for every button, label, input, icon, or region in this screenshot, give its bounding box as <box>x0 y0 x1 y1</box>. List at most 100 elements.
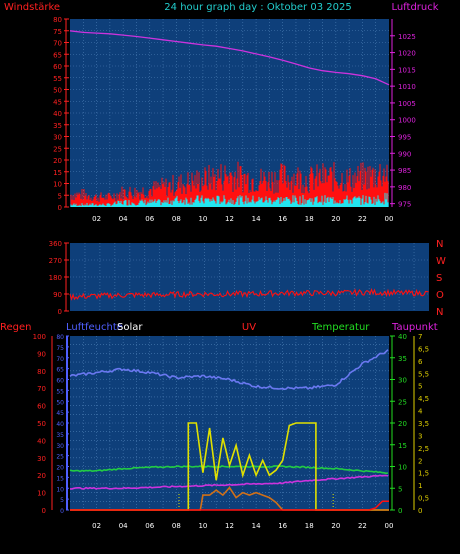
wind-tick-label: 75 <box>53 28 62 36</box>
temperature-tick-label: 15 <box>398 442 407 450</box>
temperature-label: Temperatur <box>311 322 370 333</box>
pressure-tick-label: 995 <box>398 134 411 142</box>
direction-tick-label: 270 <box>49 257 62 265</box>
pressure-tick-label: 980 <box>398 184 411 192</box>
uv-tick-label: 2,5 <box>418 445 429 453</box>
rain-tick-label: 70 <box>56 356 64 363</box>
humidity-x-tick-label: 16 <box>278 522 287 530</box>
rain-tick-label: 50 <box>56 399 64 406</box>
rain-tick-label: 55 <box>56 388 64 395</box>
wind-tick-label: 50 <box>53 87 62 95</box>
uv-tick-label: 5 <box>418 383 422 391</box>
wind-x-tick-label: 06 <box>145 215 154 223</box>
uv-tick-label: 4 <box>418 408 423 416</box>
temperature-tick-label: 30 <box>398 377 407 385</box>
chart-title: 24 hour graph day : Oktober 03 2025 <box>164 2 351 13</box>
wind-tick-label: 20 <box>53 157 62 165</box>
humidity-x-tick-label: 06 <box>145 522 154 530</box>
humidity-x-tick-label: 18 <box>305 522 314 530</box>
humidity-tick-label: 0 <box>42 507 46 515</box>
humidity-x-tick-label: 10 <box>198 522 207 530</box>
compass-label: S <box>436 273 442 284</box>
uv-tick-label: 0 <box>418 507 422 515</box>
pressure-tick-label: 1010 <box>398 83 416 91</box>
compass-label: O <box>436 290 444 301</box>
compass-label: W <box>436 256 446 267</box>
direction-line <box>69 287 429 301</box>
solar-label: Solar <box>117 322 143 333</box>
uv-line <box>70 486 389 511</box>
uv-label: UV <box>242 322 256 333</box>
wind-tick-label: 35 <box>53 122 62 130</box>
rain-tick-label: 30 <box>56 443 64 450</box>
pressure-line <box>69 30 390 86</box>
wind-tick-label: 0 <box>58 204 62 212</box>
humidity-tick-label: 80 <box>37 368 46 376</box>
pressure-tick-label: 1020 <box>398 50 416 58</box>
humidity-tick-label: 90 <box>37 350 46 358</box>
temperature-line <box>69 465 389 475</box>
rain-tick-label: 60 <box>56 378 64 385</box>
rain-tick-label: 40 <box>56 421 64 428</box>
humidity-x-tick-label: 00 <box>385 522 394 530</box>
wind-tick-label: 30 <box>53 134 62 142</box>
pressure-tick-label: 975 <box>398 201 411 209</box>
solar-line <box>70 422 389 511</box>
pressure-tick-label: 1005 <box>398 100 416 108</box>
rain-tick-label: 0 <box>60 508 64 515</box>
rain-tick-label: 80 <box>56 334 64 341</box>
wind-tick-label: 70 <box>53 40 62 48</box>
compass-label: N <box>436 239 443 250</box>
pressure-tick-label: 985 <box>398 167 411 175</box>
humidity-tick-label: 30 <box>37 455 46 463</box>
rain-tick-label: 15 <box>56 475 64 482</box>
temperature-tick-label: 10 <box>398 464 407 472</box>
humidity-tick-label: 10 <box>37 490 46 498</box>
wind-tick-label: 45 <box>53 98 62 106</box>
dewpoint-line <box>70 474 389 490</box>
pressure-tick-label: 1025 <box>398 33 416 41</box>
wind-axis-title: Windstärke <box>4 2 60 13</box>
wind-tick-label: 80 <box>53 16 62 24</box>
wind-x-tick-label: 16 <box>278 215 287 223</box>
rain-tick-label: 45 <box>56 410 64 417</box>
uv-tick-label: 2 <box>418 457 422 465</box>
humidity-x-tick-label: 14 <box>252 522 261 530</box>
humidity-label: Luftfeuchte <box>66 322 123 333</box>
wind-tick-label: 55 <box>53 75 62 83</box>
rain-line <box>70 500 389 511</box>
rain-tick-label: 25 <box>56 454 64 461</box>
wind-x-tick-label: 04 <box>119 215 128 223</box>
wind-x-tick-label: 10 <box>198 215 207 223</box>
compass-label: N <box>436 307 443 318</box>
rain-tick-label: 75 <box>56 345 64 352</box>
rain-tick-label: 5 <box>60 497 64 504</box>
rain-tick-label: 35 <box>56 432 64 439</box>
temperature-tick-label: 5 <box>398 485 402 493</box>
wind-x-tick-label: 12 <box>225 215 234 223</box>
uv-tick-label: 6 <box>418 358 423 366</box>
gust-series <box>70 192 389 207</box>
pressure-tick-label: 1015 <box>398 66 416 74</box>
temperature-tick-label: 40 <box>398 333 407 341</box>
rain-label: Regen <box>0 322 32 333</box>
rain-tick-label: 20 <box>56 465 64 472</box>
wind-tick-label: 40 <box>53 110 62 118</box>
temperature-tick-label: 20 <box>398 420 407 428</box>
humidity-tick-label: 40 <box>37 437 46 445</box>
uv-tick-label: 4,5 <box>418 395 429 403</box>
direction-tick-label: 360 <box>49 240 62 248</box>
humidity-x-tick-label: 22 <box>358 522 367 530</box>
humidity-tick-label: 60 <box>37 403 46 411</box>
uv-tick-label: 7 <box>418 333 422 341</box>
uv-tick-label: 3,5 <box>418 420 429 428</box>
wind-x-tick-label: 02 <box>92 215 101 223</box>
uv-tick-label: 1,5 <box>418 470 429 478</box>
uv-tick-label: 6,5 <box>418 345 429 353</box>
direction-tick-label: 0 <box>58 308 62 316</box>
uv-tick-label: 5,5 <box>418 370 429 378</box>
wind-tick-label: 65 <box>53 51 62 59</box>
humidity-x-tick-label: 08 <box>172 522 181 530</box>
